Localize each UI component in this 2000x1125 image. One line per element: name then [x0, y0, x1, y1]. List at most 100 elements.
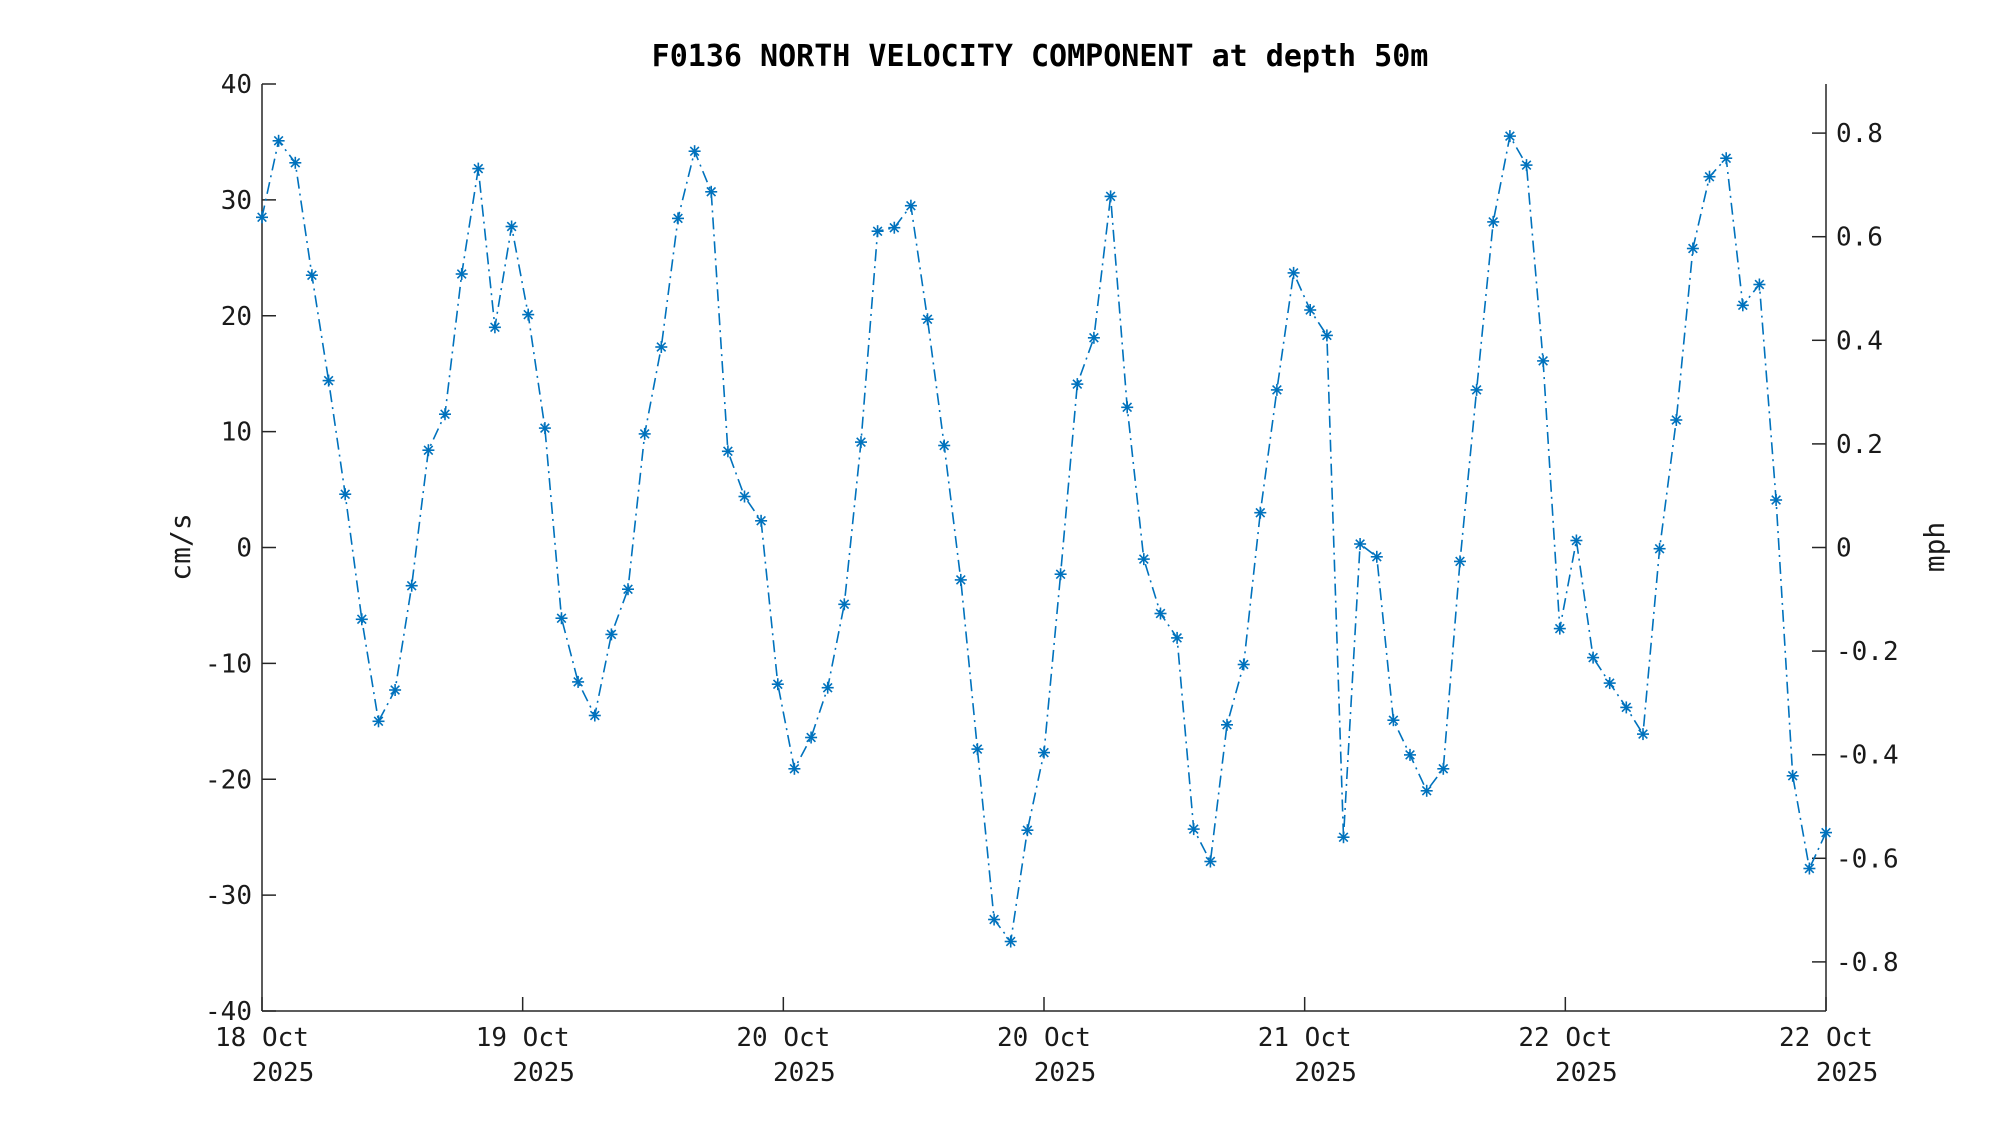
x-tick-day-3: 20 Oct	[997, 1023, 1091, 1053]
data-point	[455, 268, 468, 280]
data-point	[1736, 299, 1749, 312]
plot-area	[261, 84, 1827, 1012]
data-point	[1686, 242, 1699, 255]
data-point	[1021, 824, 1034, 837]
north-velocity-series	[256, 130, 1832, 948]
data-point	[1603, 677, 1616, 690]
data-point	[1803, 862, 1816, 875]
data-point	[1237, 658, 1250, 671]
data-point	[1786, 769, 1799, 782]
data-point	[738, 490, 751, 503]
data-point	[1753, 278, 1766, 291]
chart-title: F0136 NORTH VELOCITY COMPONENT at depth …	[652, 39, 1429, 74]
data-point	[1104, 190, 1117, 203]
data-point	[1287, 266, 1300, 279]
data-point	[1653, 542, 1666, 555]
data-point	[888, 221, 901, 234]
data-point	[272, 134, 285, 147]
data-point	[1670, 414, 1683, 426]
data-point	[305, 269, 318, 282]
y2-tick-label-1: -0.6	[1836, 844, 1899, 874]
data-point	[1720, 152, 1733, 165]
data-point	[672, 212, 684, 225]
data-point	[622, 583, 634, 596]
data-point	[1038, 746, 1050, 759]
y2-tick-label-3: -0.2	[1836, 637, 1899, 667]
data-point	[1520, 159, 1533, 172]
data-point	[1221, 718, 1233, 731]
data-point	[1004, 935, 1017, 948]
y2-tick-label-2: -0.4	[1836, 741, 1899, 771]
data-point	[904, 199, 917, 212]
data-point	[1337, 831, 1350, 844]
data-point	[788, 762, 801, 775]
x-tick-year-1: 2025	[512, 1058, 575, 1088]
x-axis-ticks: 18 Oct 2025 19 Oct 2025 20 Oct 2025 20 Oct 2025…	[215, 997, 1878, 1088]
data-point	[605, 628, 618, 641]
data-point	[1770, 494, 1783, 506]
data-point	[572, 675, 585, 688]
series-markers	[256, 130, 1832, 948]
y-tick-label-7: 30	[221, 186, 252, 216]
data-point	[921, 313, 934, 326]
data-point	[1304, 304, 1317, 316]
y2-tick-label-4: 0	[1836, 534, 1852, 564]
data-point	[1154, 607, 1167, 620]
series-line	[261, 133, 1827, 944]
x-tick-day-4: 21 Oct	[1258, 1023, 1352, 1053]
data-point	[954, 573, 967, 586]
y2-tick-label-5: 0.2	[1836, 430, 1883, 460]
data-point	[1570, 534, 1583, 547]
y-tick-label-1: -30	[205, 881, 252, 911]
data-point	[538, 422, 551, 435]
data-point	[1553, 622, 1566, 635]
data-point	[1071, 378, 1084, 391]
left-y-ticks: -40 -30 -20 -10 0 10 20 30 40	[205, 70, 276, 1027]
data-point	[1354, 538, 1367, 550]
data-point	[821, 681, 834, 694]
data-point	[638, 427, 651, 440]
data-point	[405, 579, 418, 592]
data-point	[1171, 631, 1184, 644]
y-axis-label: cm/s	[164, 513, 197, 580]
data-point	[771, 678, 784, 691]
data-point	[355, 613, 368, 626]
y2-axis-label: mph	[1918, 522, 1951, 573]
data-point	[938, 439, 951, 452]
data-point	[971, 743, 984, 756]
y-tick-label-8: 40	[221, 70, 252, 100]
x-tick-day-5: 22 Oct	[1518, 1023, 1612, 1053]
data-point	[322, 374, 335, 387]
data-point	[1537, 354, 1550, 367]
y-tick-label-2: -20	[205, 765, 252, 795]
x-tick-year-0: 2025	[252, 1058, 315, 1088]
data-point	[1254, 506, 1267, 519]
data-point	[1437, 762, 1450, 775]
data-point	[721, 445, 734, 458]
x-tick-year-2: 2025	[773, 1058, 836, 1088]
y2-tick-label-7: 0.6	[1836, 223, 1883, 253]
y2-tick-label-0: -0.8	[1836, 948, 1899, 978]
data-point	[522, 308, 535, 321]
data-point	[1387, 714, 1400, 727]
right-y-ticks: -0.8 -0.6 -0.4 -0.2 0 0.2 0.4 0.6 0.8	[1812, 119, 1899, 978]
data-point	[1620, 701, 1633, 714]
data-point	[289, 156, 302, 169]
data-point	[1187, 823, 1200, 836]
data-point	[1420, 784, 1433, 797]
y2-tick-label-6: 0.4	[1836, 326, 1883, 356]
data-point	[1137, 553, 1150, 566]
data-point	[488, 321, 501, 334]
x-tick-day-6: 22 Oct	[1779, 1023, 1873, 1053]
data-point	[705, 185, 718, 198]
data-point	[1054, 568, 1067, 581]
y-tick-label-0: -40	[205, 997, 252, 1027]
x-tick-year-6: 2025	[1816, 1058, 1879, 1088]
data-point	[655, 341, 668, 353]
y-tick-label-3: -10	[205, 649, 252, 679]
data-point	[1820, 826, 1832, 839]
data-point	[1204, 855, 1217, 868]
x-tick-day-2: 20 Oct	[736, 1023, 830, 1053]
data-point	[1087, 331, 1100, 344]
data-point	[1703, 170, 1716, 183]
